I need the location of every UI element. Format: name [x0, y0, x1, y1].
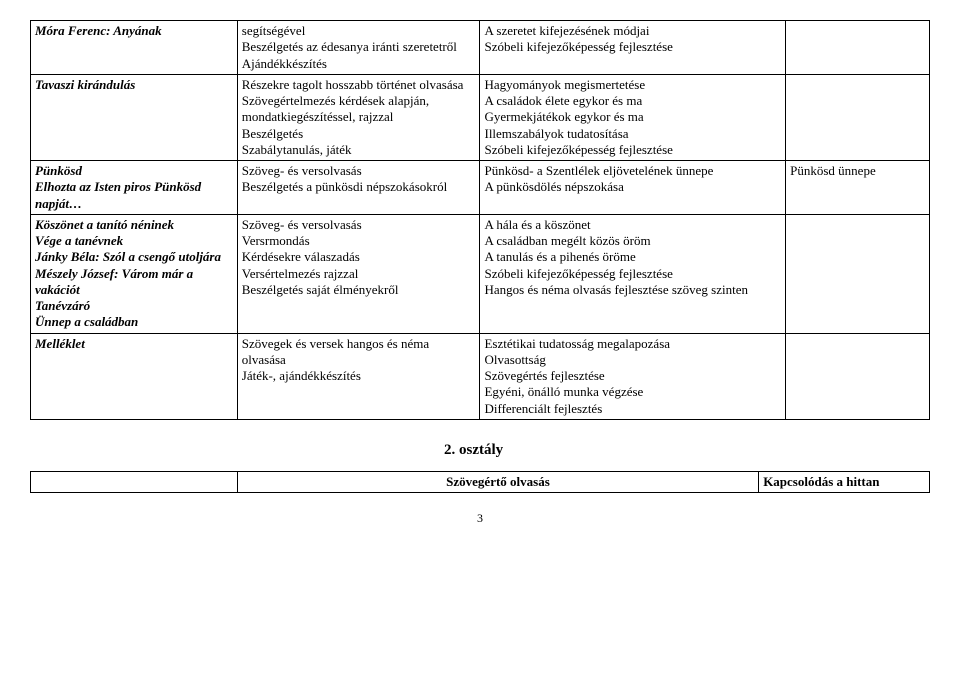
table-cell: [786, 74, 930, 160]
table-cell-line: Kérdésekre válaszadás: [242, 249, 476, 265]
table-cell: Pünkösd- a Szentlélek eljövetelének ünne…: [480, 161, 786, 215]
table-cell: A hála és a köszönetA családban megélt k…: [480, 214, 786, 333]
table-cell-line: Szabálytanulás, játék: [242, 142, 476, 158]
table-cell-line: Versértelmezés rajzzal: [242, 266, 476, 282]
table-cell-line: Versrmondás: [242, 233, 476, 249]
table-cell-line: Differenciált fejlesztés: [484, 401, 781, 417]
table-cell-line: Olvasottság: [484, 352, 781, 368]
table-cell-line: Mészely József: Várom már a vakációt: [35, 266, 233, 299]
table-cell-line: A hála és a köszönet: [484, 217, 781, 233]
table-cell-line: Vége a tanévnek: [35, 233, 233, 249]
table-row: Melléklet Szövegek és versek hangos és né…: [31, 333, 930, 419]
table-cell-line: Pünkösd ünnepe: [790, 163, 925, 179]
spacer-small: [30, 459, 930, 471]
table-cell: Móra Ferenc: Anyának: [31, 21, 238, 75]
page-number: 3: [30, 511, 930, 526]
table-cell: [786, 21, 930, 75]
table-cell-line: Beszélgetés a pünkösdi népszokásokról: [242, 179, 476, 195]
table-cell-line: Beszélgetés: [242, 126, 476, 142]
table-cell-line: Ünnep a családban: [35, 314, 233, 330]
table-cell-line: A családban megélt közös öröm: [484, 233, 781, 249]
table-cell-line: Móra Ferenc: Anyának: [35, 23, 233, 39]
table-cell-line: A családok élete egykor és ma: [484, 93, 781, 109]
table-cell-line: Szöveg- és versolvasás: [242, 217, 476, 233]
table-cell-line: Pünkösd: [35, 163, 233, 179]
table-cell-line: Szóbeli kifejezőképesség fejlesztése: [484, 266, 781, 282]
table-cell-line: Pünkösd- a Szentlélek eljövetelének ünne…: [484, 163, 781, 179]
table-cell: Melléklet: [31, 333, 238, 419]
table-cell-line: Melléklet: [35, 336, 233, 352]
table-cell-line: A szeretet kifejezésének módjai: [484, 23, 781, 39]
table-row: PünkösdElhozta az Isten piros Pünkösd na…: [31, 161, 930, 215]
table-cell: Szövegek és versek hangos és néma olvasá…: [237, 333, 480, 419]
table-cell: A szeretet kifejezésének módjaiSzóbeli k…: [480, 21, 786, 75]
table-cell: [786, 214, 930, 333]
table-cell-line: Elhozta az Isten piros Pünkösd napját…: [35, 179, 233, 212]
table-cell-line: Beszélgetés saját élményekről: [242, 282, 476, 298]
table-cell-line: Szóbeli kifejezőképesség fejlesztése: [484, 39, 781, 55]
table-cell: Hagyományok megismertetéseA családok éle…: [480, 74, 786, 160]
spacer: [30, 420, 930, 442]
table-cell: Szöveg- és versolvasásVersrmondásKérdése…: [237, 214, 480, 333]
table-row: Köszönet a tanító néninekVége a tanévnek…: [31, 214, 930, 333]
table-cell-line: A pünkösdölés népszokása: [484, 179, 781, 195]
table-cell-line: Hangos és néma olvasás fejlesztése szöve…: [484, 282, 781, 298]
table-cell-line: Tavaszi kirándulás: [35, 77, 233, 93]
table-cell-line: Részekre tagolt hosszabb történet olvasá…: [242, 77, 476, 93]
table-cell-line: segítségével: [242, 23, 476, 39]
table-cell-line: Beszélgetés az édesanya iránti szeretetr…: [242, 39, 476, 55]
table-cell: Pünkösd ünnepe: [786, 161, 930, 215]
table-cell-line: Szövegek és versek hangos és néma olvasá…: [242, 336, 476, 369]
table-cell-line: Szóbeli kifejezőképesség fejlesztése: [484, 142, 781, 158]
table-cell-line: Ajándékkészítés: [242, 56, 476, 72]
grade-heading: 2. osztály: [444, 442, 930, 459]
table-cell-line: Játék-, ajándékkészítés: [242, 368, 476, 384]
table-cell-line: Köszönet a tanító néninek: [35, 217, 233, 233]
table-cell: segítségévelBeszélgetés az édesanya irán…: [237, 21, 480, 75]
table-cell-line: Tanévzáró: [35, 298, 233, 314]
table-cell-line: A tanulás és a pihenés öröme: [484, 249, 781, 265]
table-cell-line: Szövegértés fejlesztése: [484, 368, 781, 384]
table-cell: [786, 333, 930, 419]
table-cell-line: Esztétikai tudatosság megalapozása: [484, 336, 781, 352]
table-cell-line: Szövegértelmezés kérdések alapján, monda…: [242, 93, 476, 126]
curriculum-table: Móra Ferenc: AnyánaksegítségévelBeszélge…: [30, 20, 930, 420]
header-cell-empty: [31, 471, 238, 492]
table-cell-line: Jánky Béla: Szól a csengő utoljára: [35, 249, 233, 265]
table-cell-line: Illemszabályok tudatosítása: [484, 126, 781, 142]
table-cell: Köszönet a tanító néninekVége a tanévnek…: [31, 214, 238, 333]
header-table: Szövegértő olvasás Kapcsolódás a hittan: [30, 471, 930, 493]
table-cell: Részekre tagolt hosszabb történet olvasá…: [237, 74, 480, 160]
table-cell: PünkösdElhozta az Isten piros Pünkösd na…: [31, 161, 238, 215]
header-cell-religion: Kapcsolódás a hittan: [759, 471, 930, 492]
table-cell: Esztétikai tudatosság megalapozásaOlvaso…: [480, 333, 786, 419]
table-row: Móra Ferenc: AnyánaksegítségévelBeszélge…: [31, 21, 930, 75]
table-row: Tavaszi kirándulás Részekre tagolt hossza…: [31, 74, 930, 160]
table-cell: Szöveg- és versolvasásBeszélgetés a pünk…: [237, 161, 480, 215]
table-cell: Tavaszi kirándulás: [31, 74, 238, 160]
table-cell-line: Szöveg- és versolvasás: [242, 163, 476, 179]
header-cell-reading: Szövegértő olvasás: [237, 471, 758, 492]
table-cell-line: Hagyományok megismertetése: [484, 77, 781, 93]
table-cell-line: Egyéni, önálló munka végzése: [484, 384, 781, 400]
table-cell-line: Gyermekjátékok egykor és ma: [484, 109, 781, 125]
